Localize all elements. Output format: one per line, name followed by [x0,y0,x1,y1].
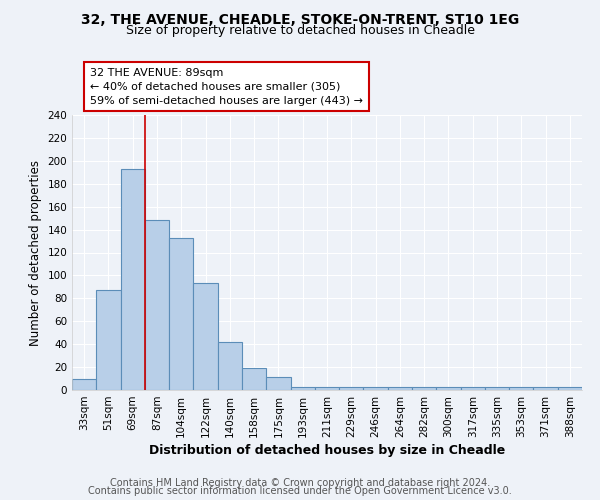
Bar [266,378,290,390]
Bar [193,284,218,390]
Text: Contains public sector information licensed under the Open Government Licence v3: Contains public sector information licen… [88,486,512,496]
Text: 32, THE AVENUE, CHEADLE, STOKE-ON-TRENT, ST10 1EG: 32, THE AVENUE, CHEADLE, STOKE-ON-TRENT,… [81,12,519,26]
Y-axis label: Number of detached properties: Number of detached properties [29,160,42,346]
Bar [388,386,412,390]
Text: Contains HM Land Registry data © Crown copyright and database right 2024.: Contains HM Land Registry data © Crown c… [110,478,490,488]
Bar [412,386,436,390]
Bar [461,386,485,390]
Text: 32 THE AVENUE: 89sqm
← 40% of detached houses are smaller (305)
59% of semi-deta: 32 THE AVENUE: 89sqm ← 40% of detached h… [90,68,363,106]
Bar [218,342,242,390]
Bar [558,386,582,390]
Bar [364,386,388,390]
Bar [436,386,461,390]
Bar [533,386,558,390]
Bar [485,386,509,390]
Bar [72,378,96,390]
Bar [121,169,145,390]
Bar [242,368,266,390]
Bar [290,386,315,390]
Bar [96,290,121,390]
X-axis label: Distribution of detached houses by size in Cheadle: Distribution of detached houses by size … [149,444,505,457]
Bar [145,220,169,390]
Text: Size of property relative to detached houses in Cheadle: Size of property relative to detached ho… [125,24,475,37]
Bar [315,386,339,390]
Bar [339,386,364,390]
Bar [169,238,193,390]
Bar [509,386,533,390]
